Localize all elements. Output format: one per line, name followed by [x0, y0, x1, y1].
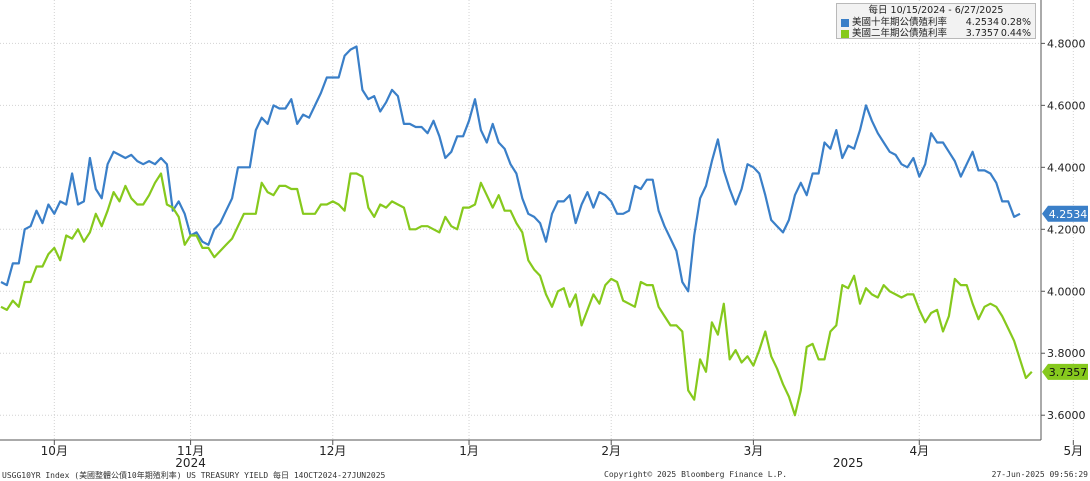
last-value-tag-2y — [1042, 363, 1088, 380]
y-tick-label: 4.8000 — [1047, 37, 1086, 50]
year-label: 2025 — [833, 456, 864, 470]
footer-source: USGG10YR Index (美國整體公債10年期殖利率) US TREASU… — [2, 471, 386, 480]
x-tick-label: 1月 — [459, 444, 479, 458]
grid-lines — [0, 0, 1074, 440]
y-tick-label: 4.0000 — [1047, 285, 1086, 298]
legend-value-10y: 4.2534 — [965, 17, 999, 28]
series-lines — [0, 45, 1033, 417]
y-tick-label: 3.8000 — [1047, 347, 1086, 360]
legend-name-2y: 美國二年期公債殖利率 — [852, 28, 948, 39]
footer-timestamp: 27-Jun-2025 09:56:29 — [991, 470, 1088, 479]
last-value-tag-10y — [1042, 205, 1088, 222]
axis-labels: 3.6000 3.8000 4.0000 4.2000 4.4000 4.6000 4.80… — [41, 37, 1088, 470]
x-tick-label: 10月 — [41, 444, 68, 458]
axes — [0, 0, 1074, 445]
legend-value-2y: 3.7357 — [965, 28, 999, 39]
legend-change-10y: 0.28% — [1000, 17, 1031, 28]
legend-item-2y: 美國二年期公債殖利率 3.7357 0.44% — [837, 28, 1035, 39]
legend-swatch-2y — [841, 29, 849, 38]
y-tick-label: 4.2000 — [1047, 223, 1086, 236]
series-line-2y — [0, 172, 1033, 417]
x-tick-label: 3月 — [744, 444, 764, 458]
x-tick-label: 4月 — [909, 444, 929, 458]
legend-swatch-10y — [841, 18, 849, 27]
x-tick-label: 5月 — [1063, 444, 1083, 458]
y-tick-label: 4.6000 — [1047, 99, 1086, 112]
x-tick-label: 2月 — [601, 444, 621, 458]
x-tick-label: 11月 — [177, 444, 204, 458]
y-tick-label: 3.6000 — [1047, 409, 1086, 422]
series-line-10y — [0, 45, 1021, 293]
last-value-label-2y: 3.7357 — [1049, 366, 1088, 379]
x-tick-label: 12月 — [319, 444, 346, 458]
legend-item-10y: 美國十年期公債殖利率 4.2534 0.28% — [837, 17, 1035, 28]
legend-title: 每日 10/15/2024 - 6/27/2025 — [868, 5, 1004, 16]
y-tick-label: 4.4000 — [1047, 161, 1086, 174]
legend-name-10y: 美國十年期公債殖利率 — [852, 17, 948, 28]
legend-change-2y: 0.44% — [1000, 28, 1031, 39]
footer-copyright: Copyright© 2025 Bloomberg Finance L.P. — [604, 470, 788, 479]
legend: 每日 10/15/2024 - 6/27/2025 美國十年期公債殖利率 4.2… — [836, 3, 1036, 39]
last-value-label-10y: 4.2534 — [1049, 208, 1088, 221]
year-label: 2024 — [175, 456, 206, 470]
